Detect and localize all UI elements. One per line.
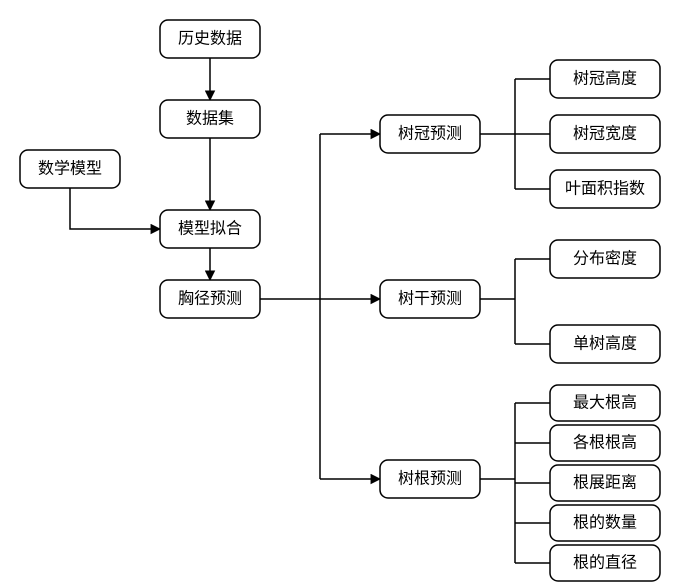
node-density: 分布密度 — [550, 240, 660, 278]
node-label: 历史数据 — [178, 30, 242, 48]
node-label: 数据集 — [186, 110, 234, 128]
node-root_diam: 根的直径 — [550, 545, 660, 581]
node-dataset: 数据集 — [160, 100, 260, 138]
node-tree_h: 单树高度 — [550, 325, 660, 363]
node-label: 树干预测 — [398, 290, 462, 308]
edge — [70, 188, 160, 229]
node-label: 最大根高 — [573, 394, 637, 412]
node-label: 根的数量 — [573, 514, 637, 532]
node-crown: 树冠预测 — [380, 115, 480, 153]
node-label: 模型拟合 — [178, 220, 242, 238]
node-label: 树冠预测 — [398, 125, 462, 143]
node-label: 树冠高度 — [573, 70, 637, 88]
node-history: 历史数据 — [160, 20, 260, 58]
node-mathmodel: 数学模型 — [20, 150, 120, 188]
node-fit: 模型拟合 — [160, 210, 260, 248]
node-root_num: 根的数量 — [550, 505, 660, 541]
node-each_root: 各根根高 — [550, 425, 660, 461]
node-label: 胸径预测 — [178, 290, 242, 308]
node-label: 树根预测 — [398, 470, 462, 488]
node-lai: 叶面积指数 — [550, 170, 660, 208]
node-label: 各根根高 — [573, 434, 637, 452]
node-root_span: 根展距离 — [550, 465, 660, 501]
flowchart-canvas: 历史数据数据集数学模型模型拟合胸径预测 树冠预测树干预测树根预测 树冠高度树冠宽度叶… — [0, 0, 686, 585]
node-label: 叶面积指数 — [565, 180, 645, 198]
node-label: 根展距离 — [573, 474, 637, 492]
node-label: 单树高度 — [573, 335, 637, 353]
node-label: 树冠宽度 — [573, 125, 637, 143]
node-label: 分布密度 — [573, 250, 637, 268]
nodes-layer: 历史数据数据集数学模型模型拟合胸径预测 树冠预测树干预测树根预测 树冠高度树冠宽度叶… — [20, 20, 660, 581]
node-max_root: 最大根高 — [550, 385, 660, 421]
node-crown_h: 树冠高度 — [550, 60, 660, 98]
node-trunk: 树干预测 — [380, 280, 480, 318]
node-root: 树根预测 — [380, 460, 480, 498]
node-label: 根的直径 — [573, 554, 637, 572]
node-dbh: 胸径预测 — [160, 280, 260, 318]
node-label: 数学模型 — [38, 160, 102, 178]
node-crown_w: 树冠宽度 — [550, 115, 660, 153]
